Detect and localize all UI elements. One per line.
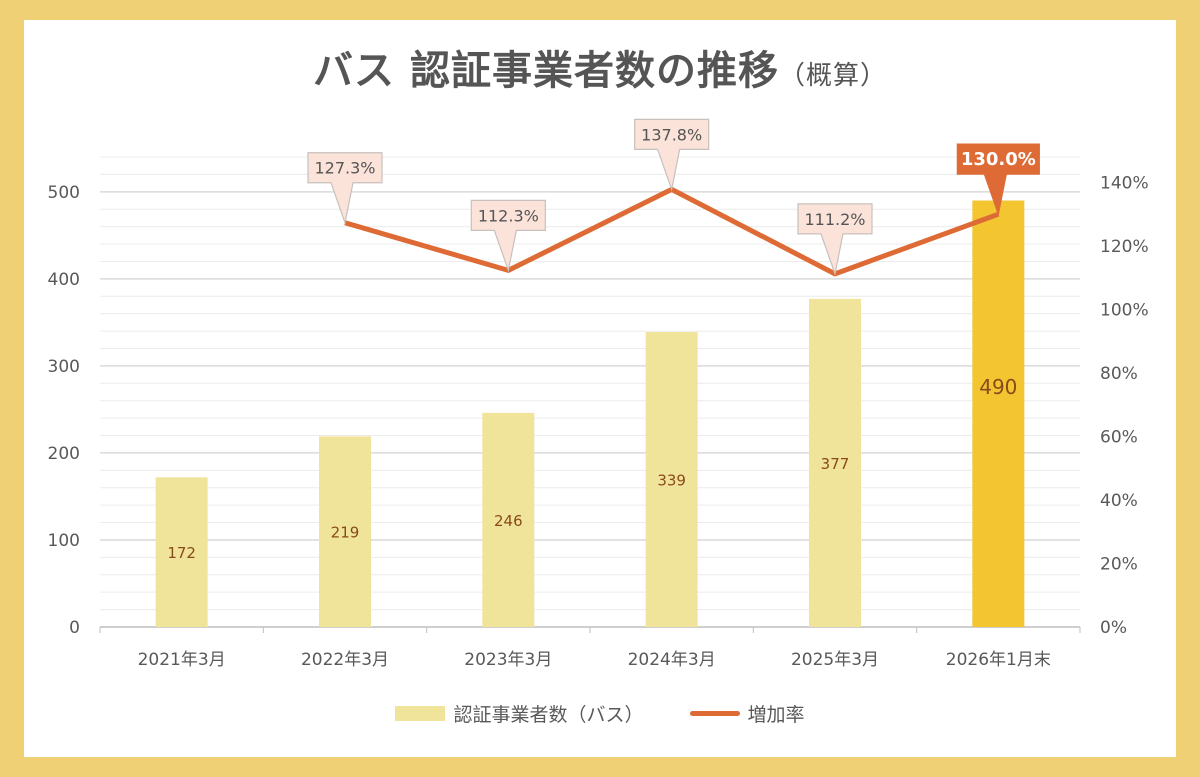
line-data-label: 111.2% [804, 210, 865, 229]
legend-label: 認証事業者数（バス） [453, 704, 644, 726]
y-right-tick-label: 60% [1100, 427, 1138, 447]
line-data-label: 127.3% [314, 159, 375, 178]
y-left-tick-label: 300 [48, 357, 80, 377]
y-right-tick-label: 0% [1100, 618, 1127, 638]
line-data-label: 112.3% [478, 206, 539, 225]
legend: 認証事業者数（バス） 増加率 [0, 700, 1200, 727]
y-left-tick-label: 200 [48, 444, 80, 464]
bar [482, 412, 535, 627]
data-callout [634, 118, 710, 192]
bar-data-label: 172 [167, 544, 196, 562]
x-tick-label: 2021年3月 [138, 650, 226, 670]
line-data-label: 137.8% [641, 125, 702, 144]
bar [972, 200, 1025, 627]
legend-label: 増加率 [747, 704, 805, 726]
bar-data-label: 219 [331, 524, 360, 542]
bar [319, 436, 371, 627]
x-tick-label: 2025年3月 [791, 650, 879, 670]
bar-data-label: 246 [494, 512, 523, 530]
y-left-tick-label: 0 [69, 618, 80, 638]
y-left-tick-label: 100 [48, 531, 80, 551]
bar [645, 331, 698, 627]
y-right-tick-label: 40% [1100, 491, 1138, 511]
legend-swatch-line [689, 711, 740, 716]
y-right-tick-label: 100% [1100, 300, 1149, 320]
y-right-tick-label: 120% [1100, 237, 1149, 257]
y-left-tick-label: 400 [48, 270, 80, 290]
legend-item-line[interactable]: 増加率 [689, 700, 805, 727]
x-tick-label: 2023年3月 [464, 650, 552, 670]
bar-data-label: 377 [821, 455, 850, 473]
chart-title: バス 認証事業者数の推移（概算） [0, 38, 1200, 96]
x-tick-label: 2026年1月末 [946, 650, 1051, 670]
y-left-tick-label: 500 [48, 183, 80, 203]
legend-swatch-bar [395, 706, 446, 721]
title-note: （概算） [778, 61, 887, 91]
bar [809, 298, 861, 627]
data-callout [797, 203, 873, 277]
y-right-tick-label: 20% [1100, 554, 1138, 574]
data-callout [470, 199, 546, 273]
y-right-tick-label: 140% [1100, 173, 1149, 193]
bar-data-label: 339 [657, 471, 686, 489]
x-tick-label: 2024年3月 [628, 650, 716, 670]
title-text: バス 認証事業者数の推移 [313, 48, 779, 94]
bar-data-label: 490 [979, 375, 1017, 399]
data-callout [307, 152, 383, 226]
x-tick-label: 2022年3月 [301, 650, 389, 670]
data-callout [956, 143, 1040, 217]
y-right-tick-label: 80% [1100, 364, 1138, 384]
legend-item-bar[interactable]: 認証事業者数（バス） [395, 700, 644, 727]
line-data-label: 130.0% [961, 149, 1036, 170]
bar [155, 477, 208, 627]
